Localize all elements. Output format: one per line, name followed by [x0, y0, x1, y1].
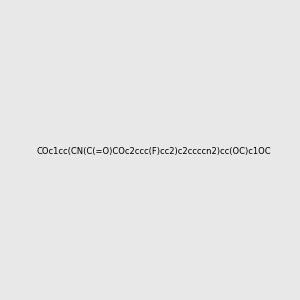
- Text: COc1cc(CN(C(=O)COc2ccc(F)cc2)c2ccccn2)cc(OC)c1OC: COc1cc(CN(C(=O)COc2ccc(F)cc2)c2ccccn2)cc…: [36, 147, 271, 156]
